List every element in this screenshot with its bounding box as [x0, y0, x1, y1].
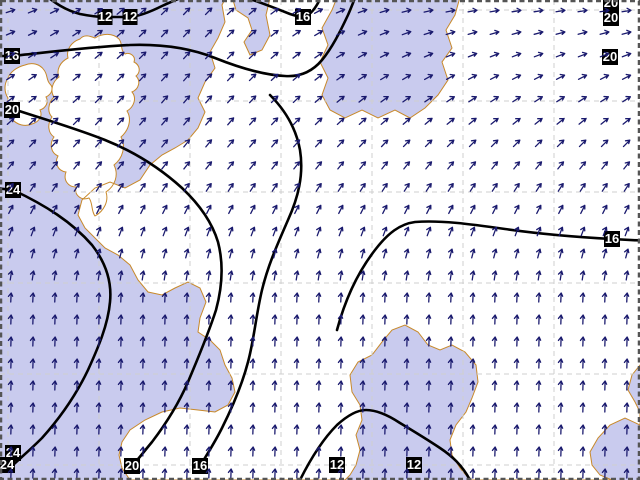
svg-text:20: 20: [125, 458, 139, 473]
svg-text:20: 20: [603, 49, 617, 64]
svg-text:12: 12: [123, 9, 137, 24]
svg-text:16: 16: [296, 9, 310, 24]
svg-text:16: 16: [605, 231, 619, 246]
svg-text:12: 12: [407, 457, 421, 472]
svg-text:16: 16: [193, 458, 207, 473]
svg-text:12: 12: [98, 9, 112, 24]
svg-text:20: 20: [5, 102, 19, 117]
svg-text:16: 16: [5, 48, 19, 63]
